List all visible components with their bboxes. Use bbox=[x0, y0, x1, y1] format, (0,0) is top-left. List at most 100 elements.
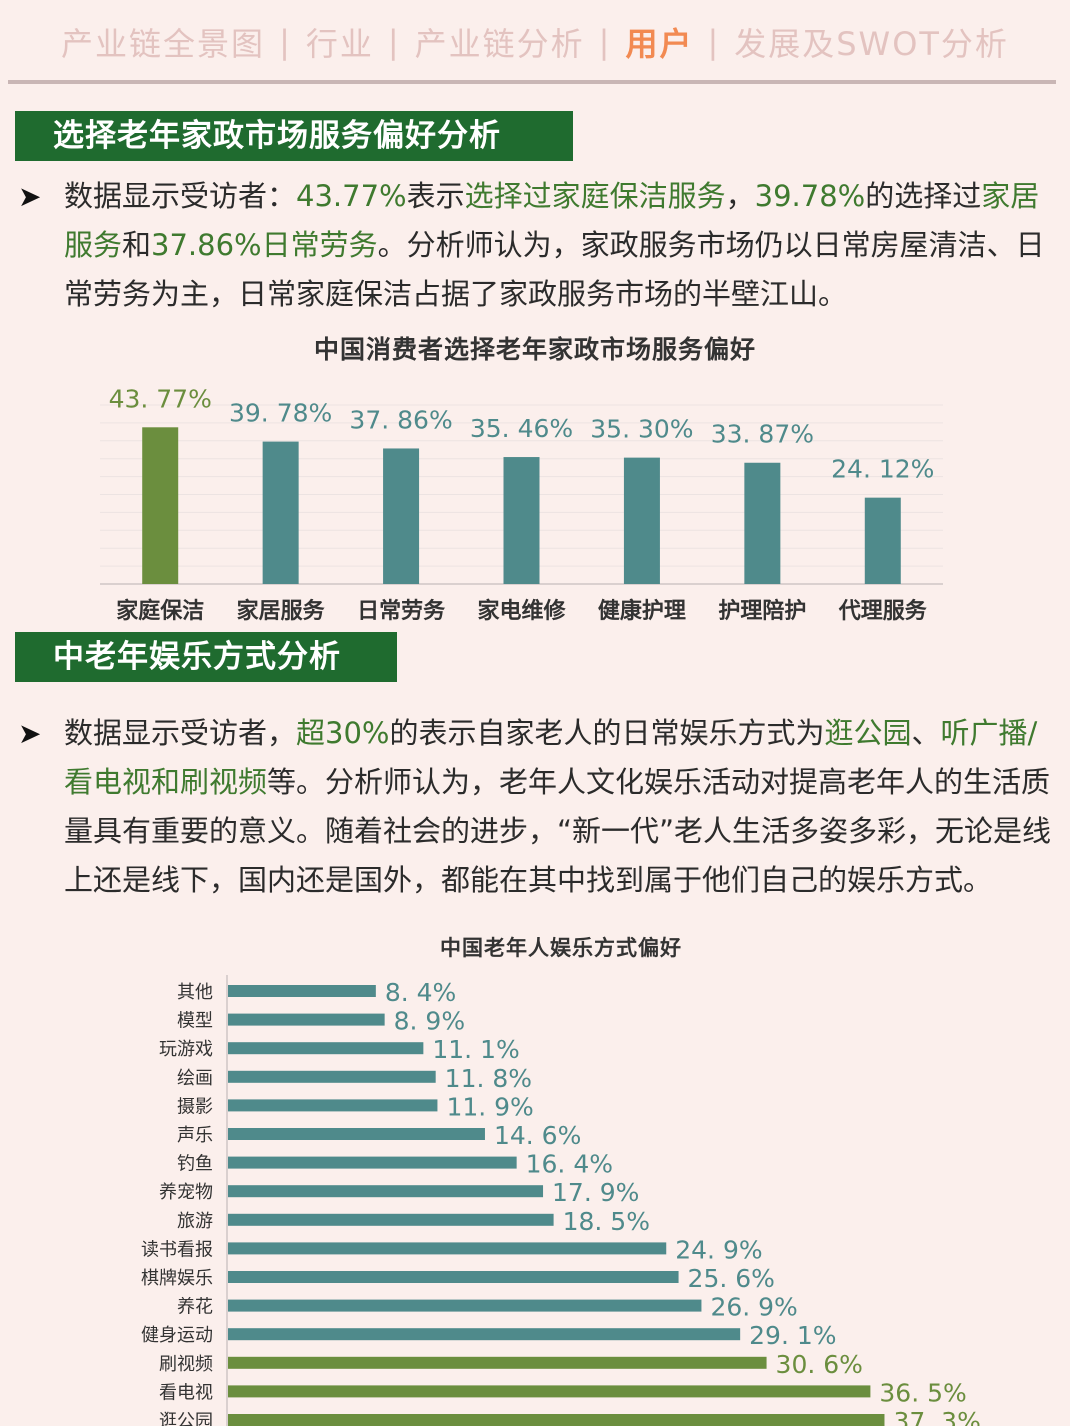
category-label: 棋牌娱乐 bbox=[141, 1268, 213, 1289]
data-label: 30. 6% bbox=[776, 1350, 863, 1379]
data-label: 35. 30% bbox=[590, 415, 693, 444]
category-label: 护理陪护 bbox=[718, 598, 806, 624]
bar bbox=[228, 1042, 424, 1055]
category-label: 逛公园 bbox=[159, 1411, 213, 1426]
category-label: 日常劳务 bbox=[357, 598, 446, 624]
section-title-entertainment: 中老年娱乐方式分析 bbox=[15, 632, 397, 682]
bar bbox=[142, 427, 179, 584]
bar bbox=[864, 497, 901, 584]
bar bbox=[228, 1185, 544, 1198]
bar bbox=[228, 1070, 436, 1083]
category-label: 家电维修 bbox=[477, 598, 566, 624]
data-label: 14. 6% bbox=[494, 1121, 581, 1150]
data-label: 11. 1% bbox=[432, 1035, 519, 1064]
data-label: 35. 46% bbox=[470, 414, 573, 443]
entertainment-bar-chart: 其他 8. 4% 模型 8. 9% 玩游戏 11. 1% 绘画 11. 8% 摄影 11. 9% 声… bbox=[141, 975, 981, 1426]
housekeeping-bar-chart: 43. 77% 家庭保洁 39. 78% 家居服务 37. 86% 日常劳务 35. 46%… bbox=[100, 384, 943, 624]
nav-item-0[interactable]: 产业链全景图 bbox=[61, 25, 266, 63]
text-segment: 39.78% bbox=[754, 179, 866, 213]
data-label: 37. 86% bbox=[349, 405, 452, 434]
bar bbox=[228, 1242, 667, 1255]
text-segment: 家居服务 bbox=[64, 179, 1040, 262]
category-label: 其他 bbox=[177, 982, 213, 1003]
category-label: 健身运动 bbox=[141, 1325, 213, 1346]
category-label: 摄影 bbox=[177, 1096, 213, 1117]
text-segment: 和 bbox=[122, 228, 152, 262]
text-segment: 的表示自家老人的日常娱乐方式为 bbox=[389, 716, 825, 750]
category-label: 声乐 bbox=[177, 1125, 213, 1146]
bar bbox=[383, 448, 420, 584]
bar bbox=[228, 1156, 517, 1169]
category-label: 代理服务 bbox=[838, 599, 928, 624]
category-label: 模型 bbox=[177, 1011, 213, 1032]
nav-separator: | bbox=[707, 23, 721, 61]
nav-item-2[interactable]: 产业链分析 bbox=[414, 25, 585, 63]
text-segment: ， bbox=[725, 179, 755, 213]
category-label: 养宠物 bbox=[159, 1182, 213, 1203]
category-label: 家庭保洁 bbox=[116, 598, 204, 624]
section-title-housekeeping: 选择老年家政市场服务偏好分析 bbox=[15, 111, 573, 161]
bar bbox=[503, 457, 540, 584]
section2-paragraph: 数据显示受访者，超30%的表示自家老人的日常娱乐方式为逛公园、听广播/看电视和刷… bbox=[64, 709, 1060, 905]
nav-separator: | bbox=[387, 23, 401, 61]
bar bbox=[228, 1414, 885, 1426]
text-segment: 选择过家庭保洁服务 bbox=[464, 179, 726, 213]
data-label: 43. 77% bbox=[109, 384, 212, 413]
nav-separator: | bbox=[279, 23, 292, 61]
data-label: 29. 1% bbox=[749, 1321, 836, 1350]
data-label: 24. 12% bbox=[831, 455, 934, 484]
data-label: 16. 4% bbox=[526, 1150, 613, 1179]
data-label: 24. 9% bbox=[675, 1235, 762, 1264]
chart2-title: 中国老年人娱乐方式偏好 bbox=[440, 936, 682, 960]
data-label: 36. 5% bbox=[879, 1378, 966, 1407]
category-label: 看电视 bbox=[159, 1382, 213, 1403]
nav-item-1[interactable]: 行业 bbox=[305, 25, 374, 63]
data-label: 8. 9% bbox=[394, 1007, 465, 1036]
top-navigation: 产业链全景图 | 行业 | 产业链分析 | 用户 | 发展及SWOT分析 bbox=[0, 18, 1070, 66]
data-label: 26. 9% bbox=[710, 1293, 797, 1322]
category-label: 家居服务 bbox=[237, 598, 326, 624]
bar bbox=[228, 1328, 741, 1341]
category-label: 旅游 bbox=[177, 1211, 213, 1232]
bar bbox=[228, 985, 376, 997]
text-segment: 逛公园 bbox=[824, 716, 912, 750]
category-label: 养花 bbox=[177, 1297, 213, 1318]
data-label: 17. 9% bbox=[552, 1178, 639, 1207]
text-segment: 的选择过 bbox=[865, 179, 982, 213]
data-label: 39. 78% bbox=[229, 399, 332, 428]
text-segment: 数据显示受访者： bbox=[64, 179, 297, 213]
text-segment: 等。分析师认为，老年人文化娱乐活动对提高老年人的生活质量具有重要的意义。随着社会… bbox=[64, 765, 1052, 897]
category-label: 绘画 bbox=[177, 1068, 213, 1089]
nav-divider bbox=[8, 80, 1056, 84]
bar bbox=[228, 1385, 871, 1398]
nav-item-4[interactable]: 发展及SWOT分析 bbox=[734, 25, 1009, 63]
category-label: 玩游戏 bbox=[159, 1039, 213, 1060]
text-segment: 。分析师认为，家政服务市场仍以日常房屋清洁、日常劳务为主，日常家庭保洁占据了家政… bbox=[64, 228, 1045, 311]
bar bbox=[744, 462, 781, 584]
bar bbox=[262, 441, 299, 584]
text-segment: 听广播/看电视和刷视频 bbox=[64, 716, 1038, 799]
bullet-arrow-icon: ➤ bbox=[18, 717, 42, 750]
bar bbox=[228, 1013, 385, 1026]
text-segment: 43.77% bbox=[296, 179, 407, 213]
category-label: 刷视频 bbox=[159, 1354, 213, 1375]
bar bbox=[228, 1356, 767, 1369]
data-label: 18. 5% bbox=[563, 1207, 650, 1236]
data-label: 11. 8% bbox=[445, 1064, 532, 1093]
nav-separator: | bbox=[598, 23, 612, 61]
bar bbox=[228, 1299, 702, 1312]
data-label: 33. 87% bbox=[711, 420, 814, 449]
data-label: 25. 6% bbox=[688, 1264, 775, 1293]
category-label: 健康护理 bbox=[598, 598, 686, 624]
data-label: 8. 4% bbox=[385, 978, 456, 1007]
category-label: 钓鱼 bbox=[177, 1154, 213, 1175]
bar bbox=[228, 1271, 679, 1283]
data-label: 37. 3% bbox=[893, 1407, 980, 1426]
chart1-title: 中国消费者选择老年家政市场服务偏好 bbox=[313, 335, 756, 364]
text-segment: 超30% bbox=[296, 716, 390, 750]
nav-item-3[interactable]: 用户 bbox=[625, 25, 694, 63]
bar bbox=[623, 457, 660, 584]
text-segment: 数据显示受访者， bbox=[64, 716, 297, 750]
bar bbox=[228, 1213, 554, 1226]
text-segment: 37.86%日常劳务 bbox=[151, 228, 378, 262]
